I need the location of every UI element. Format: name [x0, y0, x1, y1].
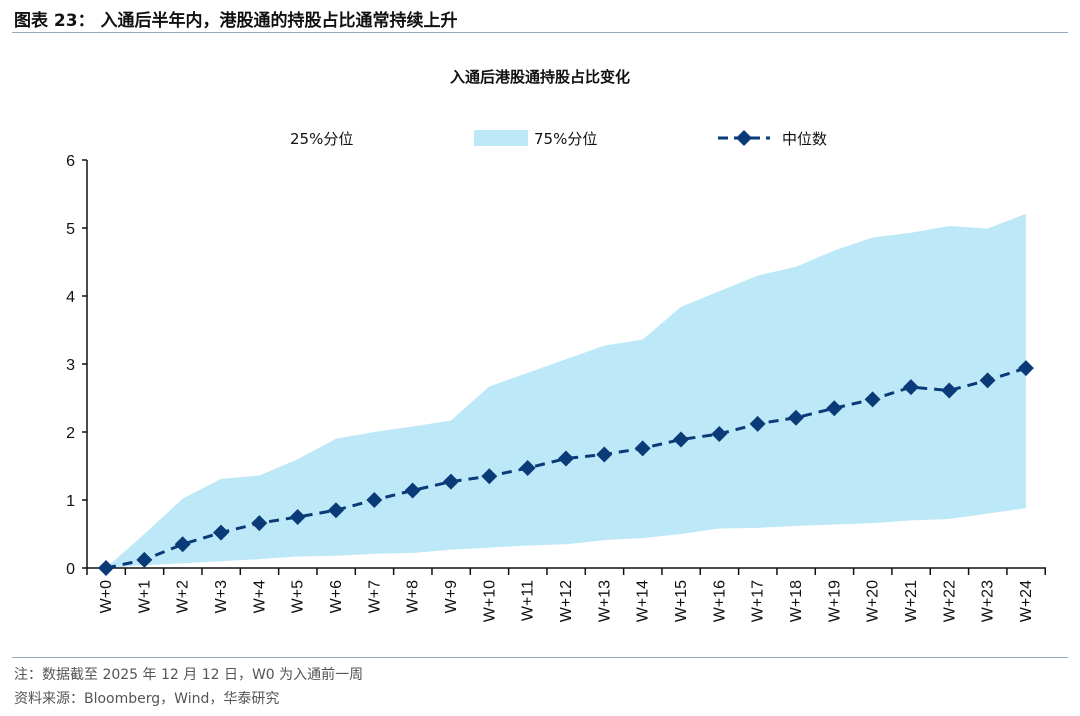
x-tick-label: W+5 [290, 580, 307, 613]
x-tick-label: W+10 [481, 580, 498, 622]
chart-title: 入通后港股通持股占比变化 [450, 68, 630, 86]
median-point [749, 415, 766, 432]
x-tick-label: W+18 [788, 580, 805, 622]
legend-swatch-75pct [474, 130, 528, 146]
median-point [1017, 360, 1034, 377]
x-tick-label: W+1 [136, 580, 153, 613]
median-point [672, 431, 689, 448]
median-point [711, 426, 728, 443]
median-point [902, 379, 919, 396]
legend-label-25pct: 25%分位 [290, 130, 353, 148]
y-tick-label: 6 [66, 153, 75, 170]
median-point [98, 560, 114, 576]
footnote: 注：数据截至 2025 年 12 月 12 日，W0 为入通前一周 [14, 667, 364, 683]
legend-marker-median [736, 130, 752, 146]
figure-title: 图表 23： 入通后半年内，港股通的持股占比通常持续上升 [14, 11, 458, 31]
median-point [864, 391, 881, 408]
x-tick-label: W+23 [980, 580, 997, 622]
x-tick-label: W+12 [558, 580, 575, 622]
median-point [327, 502, 344, 519]
median-point [557, 450, 574, 467]
x-tick-label: W+21 [903, 580, 920, 622]
y-tick-label: 3 [66, 357, 75, 374]
x-tick-label: W+7 [366, 580, 383, 613]
x-tick-label: W+2 [175, 580, 192, 613]
median-point [404, 482, 421, 499]
median-point [212, 524, 229, 541]
x-tick-label: W+11 [520, 580, 537, 621]
median-point [826, 400, 843, 417]
median-point [787, 409, 804, 426]
x-tick-label: W+9 [443, 580, 460, 613]
median-point [251, 515, 268, 532]
series-75pct-area [106, 213, 1026, 568]
y-tick-label: 5 [66, 221, 75, 238]
x-tick-label: W+0 [98, 580, 115, 613]
median-point [941, 382, 958, 399]
legend-label-median: 中位数 [782, 130, 827, 148]
median-point [481, 468, 498, 485]
y-tick-label: 4 [66, 289, 75, 306]
x-tick-label: W+14 [635, 580, 652, 622]
series-25pct-area [106, 508, 1026, 568]
median-point [174, 536, 191, 553]
y-tick-label: 2 [66, 425, 75, 442]
x-tick-label: W+13 [596, 580, 613, 622]
x-tick-label: W+19 [826, 580, 843, 622]
legend-swatch-25pct [246, 130, 286, 146]
x-tick-label: W+8 [405, 580, 422, 613]
x-tick-label: W+22 [941, 580, 958, 622]
median-point [519, 460, 536, 477]
x-tick-label: W+6 [328, 580, 345, 613]
top-divider [12, 32, 1068, 33]
x-tick-label: W+4 [251, 580, 268, 613]
median-point [634, 440, 651, 457]
source-note: 资料来源：Bloomberg，Wind，华泰研究 [14, 691, 280, 707]
bottom-divider [12, 657, 1068, 658]
x-tick-label: W+20 [865, 580, 882, 622]
median-point [596, 446, 613, 463]
median-point [289, 509, 306, 525]
median-point [136, 551, 153, 568]
y-tick-label: 0 [66, 561, 75, 578]
x-tick-label: W+3 [213, 580, 230, 613]
x-tick-label: W+17 [750, 580, 767, 622]
median-point [366, 492, 383, 508]
median-point [979, 372, 996, 389]
median-point [442, 473, 459, 490]
x-tick-label: W+24 [1018, 580, 1035, 622]
legend-label-75pct: 75%分位 [534, 130, 597, 148]
x-tick-label: W+15 [673, 580, 690, 622]
x-tick-label: W+16 [711, 580, 728, 622]
y-tick-label: 1 [66, 493, 75, 510]
